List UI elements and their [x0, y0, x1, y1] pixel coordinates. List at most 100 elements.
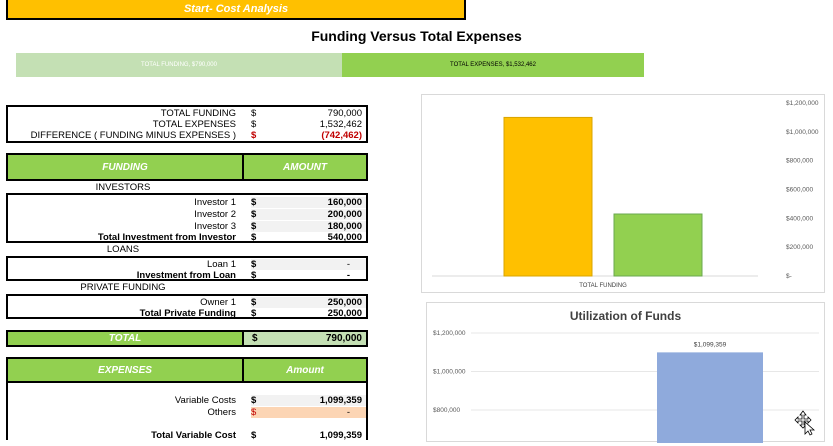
investors-total-row[interactable]: Total Investment from Investor $ 540,000	[8, 232, 366, 243]
owner-label: Owner 1	[200, 297, 236, 308]
currency-symbol: $	[251, 221, 257, 232]
owner-row[interactable]: Owner 1 $ 250,000	[8, 297, 366, 308]
investors-section-label: INVESTORS	[95, 182, 151, 193]
value-bg	[251, 197, 366, 208]
data-label: $1,099,359	[694, 341, 727, 348]
owner-value: 250,000	[327, 297, 362, 308]
loans-total-row[interactable]: Investment from Loan $ -	[8, 270, 366, 281]
loans-section-label: LOANS	[106, 244, 140, 255]
summary-row[interactable]: DIFFERENCE ( FUNDING MINUS EXPENSES ) $ …	[8, 130, 366, 141]
value-bg	[251, 259, 366, 270]
banner: Start- Cost Analysis	[6, 0, 466, 20]
bar-chart-2-svg: $800,000 $1,000,000 $1,200,000 $1,099,359	[433, 330, 819, 443]
expense-row[interactable]: Others $ -	[8, 407, 366, 418]
summary-label: TOTAL EXPENSES	[152, 119, 236, 130]
currency-symbol: $	[251, 297, 257, 308]
investors-total-label: Total Investment from Investor	[97, 232, 236, 243]
y-tick-label: $600,000	[786, 187, 813, 194]
loan-value: -	[346, 259, 350, 270]
funding-bar-label: TOTAL FUNDING, $790,000	[141, 62, 217, 68]
difference-value: (742,462)	[321, 130, 362, 141]
expense-label: Variable Costs	[174, 395, 236, 406]
bar-chart-2[interactable]: Utilization of Funds $800,000 $1,000,000 $…	[426, 302, 825, 443]
loans-total-label: Investment from Loan	[136, 270, 236, 281]
investor-row[interactable]: Investor 1 $ 160,000	[8, 197, 366, 208]
value-bg	[251, 395, 366, 406]
y-tick-label: $800,000	[786, 158, 813, 165]
banner-title: Start- Cost Analysis	[183, 3, 289, 15]
value-bg	[251, 407, 366, 418]
funding-header: FUNDING AMOUNT	[6, 153, 368, 181]
expenses-total-value: 1,099,359	[319, 430, 362, 441]
expenses-header: EXPENSES Amount	[6, 357, 368, 383]
y-tick-label: $1,000,000	[433, 369, 466, 376]
y-tick-label: $-	[786, 273, 792, 280]
total-label: TOTAL	[8, 332, 244, 345]
expenses-total-label: Total Variable Cost	[151, 430, 236, 441]
value-bg	[251, 221, 366, 232]
expense-value: 1,099,359	[319, 395, 362, 406]
investor-value: 200,000	[327, 209, 362, 220]
currency-symbol: $	[251, 259, 257, 270]
currency-symbol: $	[251, 395, 257, 406]
bar-chart-1[interactable]: $- $200,000 $400,000 $600,000 $800,000 $1,000…	[421, 94, 825, 293]
x-axis-label: TOTAL FUNDING	[579, 283, 627, 289]
y-tick-label: $1,200,000	[433, 330, 466, 337]
y-tick-label: $200,000	[786, 244, 813, 251]
total-cell: $ 790,000	[244, 332, 366, 345]
investor-row[interactable]: Investor 2 $ 200,000	[8, 209, 366, 220]
private-total-value: 250,000	[327, 308, 362, 319]
expenses-amount-header: Amount	[286, 364, 324, 376]
currency-symbol: $	[251, 209, 257, 220]
summary-box: TOTAL FUNDING $ 790,000 TOTAL EXPENSES $…	[6, 105, 368, 143]
private-box: Owner 1 $ 250,000 Total Private Funding …	[6, 294, 368, 319]
chart-2-title: Utilization of Funds	[569, 309, 682, 323]
bar	[613, 213, 703, 277]
summary-value: 1,532,462	[319, 119, 362, 130]
funding-bar: TOTAL FUNDING, $790,000	[16, 53, 342, 77]
bar	[657, 352, 763, 443]
private-section-label: PRIVATE FUNDING	[80, 282, 166, 293]
y-tick-label: $1,000,000	[786, 129, 819, 136]
currency-symbol: $	[251, 308, 257, 319]
currency-symbol: $	[251, 108, 257, 119]
expenses-bar: TOTAL EXPENSES, $1,532,462	[342, 53, 644, 77]
bar-chart-1-svg: $- $200,000 $400,000 $600,000 $800,000 $1,000…	[432, 100, 819, 289]
value-bg	[251, 209, 366, 220]
summary-row[interactable]: TOTAL EXPENSES $ 1,532,462	[8, 119, 366, 130]
funding-chart-title: Funding Versus Total Expenses	[311, 28, 522, 44]
expenses-bar-label: TOTAL EXPENSES, $1,532,462	[450, 62, 536, 68]
investor-value: 160,000	[327, 197, 362, 208]
expense-row[interactable]: Variable Costs $ 1,099,359	[8, 395, 366, 406]
currency-symbol: $	[251, 197, 257, 208]
summary-value: 790,000	[327, 108, 362, 119]
currency-symbol: $	[251, 130, 257, 141]
expenses-header-label: EXPENSES	[8, 359, 244, 381]
summary-row[interactable]: TOTAL FUNDING $ 790,000	[8, 108, 366, 119]
currency-symbol: $	[251, 430, 257, 441]
investor-label: Investor 3	[194, 221, 236, 232]
currency-symbol: $	[251, 270, 257, 281]
summary-label: DIFFERENCE ( FUNDING MINUS EXPENSES )	[30, 130, 236, 141]
currency-symbol: $	[251, 232, 257, 243]
private-total-row[interactable]: Total Private Funding $ 250,000	[8, 308, 366, 319]
investor-label: Investor 1	[194, 197, 236, 208]
expenses-total-row[interactable]: Total Variable Cost $ 1,099,359	[8, 430, 366, 441]
expense-label: Others	[207, 407, 236, 418]
move-cursor-icon	[794, 410, 816, 436]
investor-label: Investor 2	[194, 209, 236, 220]
loan-label: Loan 1	[206, 259, 236, 270]
currency-symbol: $	[251, 119, 257, 130]
investors-total-value: 540,000	[327, 232, 362, 243]
summary-label: TOTAL FUNDING	[160, 108, 236, 119]
investor-value: 180,000	[327, 221, 362, 232]
funding-header-label: FUNDING	[8, 155, 244, 179]
loan-row[interactable]: Loan 1 $ -	[8, 259, 366, 270]
currency-symbol: $	[251, 407, 257, 418]
investors-box: Investor 1 $ 160,000 Investor 2 $ 200,00…	[6, 193, 368, 243]
funding-total-row[interactable]: TOTAL $ 790,000	[6, 330, 368, 347]
y-tick-label: $400,000	[786, 215, 813, 222]
loans-box: Loan 1 $ - Investment from Loan $ -	[6, 256, 368, 281]
investor-row[interactable]: Investor 3 $ 180,000	[8, 221, 366, 232]
value-bg	[251, 297, 366, 308]
